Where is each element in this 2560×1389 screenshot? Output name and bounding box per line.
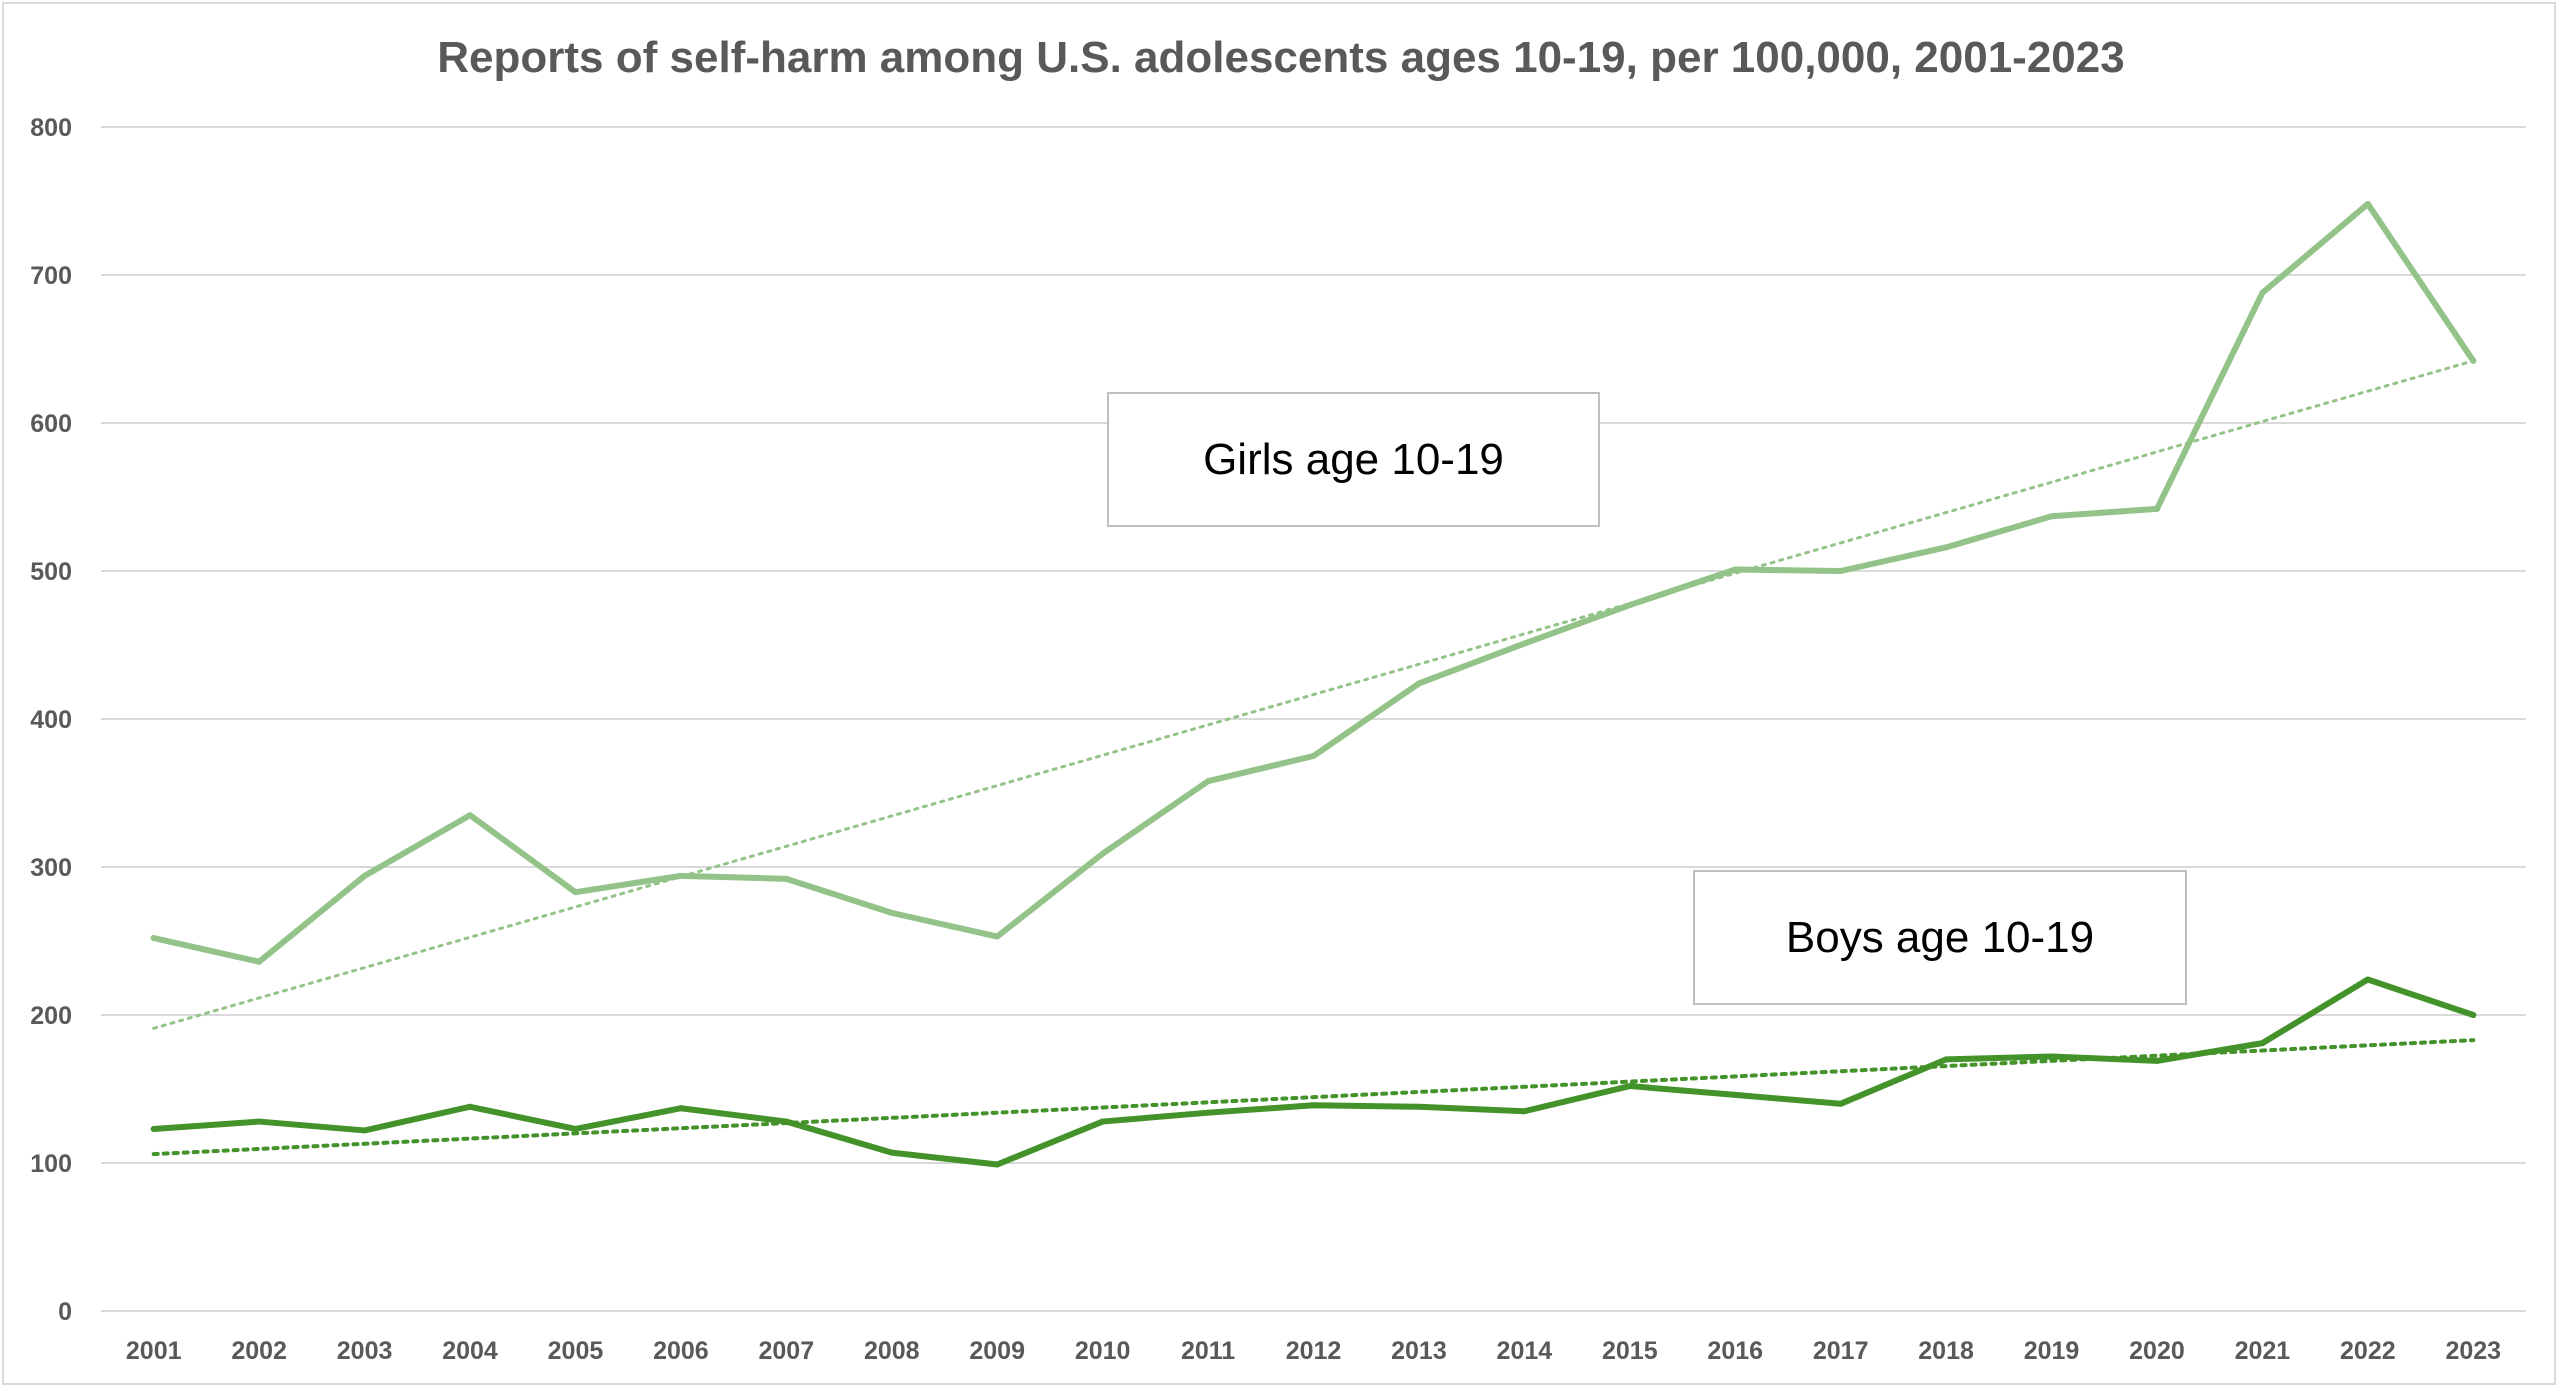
- data-point-boys: [1205, 1109, 1212, 1116]
- data-point-boys: [994, 1161, 1001, 1168]
- x-tick-label: 2016: [1707, 1337, 1763, 1365]
- y-tick-label: 500: [30, 558, 72, 586]
- data-point-boys: [677, 1105, 684, 1112]
- data-point-boys: [2153, 1057, 2160, 1064]
- data-point-girls: [1099, 850, 1106, 857]
- x-tick-label: 2023: [2445, 1337, 2501, 1365]
- annotation-boys-text: Boys age 10-19: [1785, 912, 2095, 962]
- data-point-girls: [361, 872, 368, 879]
- data-point-boys: [783, 1118, 790, 1125]
- series-line-girls: [150, 200, 2477, 965]
- data-point-boys: [1099, 1118, 1106, 1125]
- data-point-girls: [572, 889, 579, 896]
- y-tick-label: 200: [30, 1002, 72, 1030]
- data-point-girls: [150, 935, 157, 942]
- data-point-girls: [2153, 505, 2160, 512]
- data-point-boys: [1310, 1102, 1317, 1109]
- data-point-boys: [2470, 1012, 2477, 1018]
- data-point-boys: [150, 1125, 157, 1132]
- data-point-boys: [2048, 1053, 2055, 1060]
- x-tick-label: 2009: [969, 1337, 1025, 1365]
- x-tick-label: 2008: [864, 1337, 920, 1365]
- x-tick-label: 2018: [1918, 1337, 1974, 1365]
- data-point-girls: [2364, 200, 2371, 207]
- data-point-girls: [2470, 357, 2477, 364]
- annotation-boys: Boys age 10-19: [1693, 870, 2187, 1005]
- data-point-girls: [256, 958, 263, 965]
- data-point-girls: [783, 875, 790, 882]
- x-tick-label: 2022: [2340, 1337, 2396, 1365]
- x-tick-label: 2017: [1813, 1337, 1869, 1365]
- data-point-girls: [888, 909, 895, 916]
- data-point-girls: [1626, 602, 1633, 609]
- data-point-girls: [2048, 513, 2055, 520]
- data-point-girls: [2259, 289, 2266, 296]
- data-point-girls: [1205, 778, 1212, 785]
- data-point-boys: [1943, 1056, 1950, 1063]
- x-tick-label: 2005: [548, 1337, 604, 1365]
- x-tick-label: 2002: [231, 1337, 287, 1365]
- data-point-boys: [1626, 1083, 1633, 1090]
- data-point-boys: [888, 1149, 895, 1156]
- annotation-girls-text: Girls age 10-19: [1203, 434, 1504, 484]
- x-tick-label: 2013: [1391, 1337, 1447, 1365]
- data-point-boys: [2259, 1040, 2266, 1047]
- data-point-boys: [1837, 1100, 1844, 1107]
- data-point-girls: [677, 872, 684, 879]
- data-point-girls: [1837, 568, 1844, 574]
- data-point-boys: [2364, 976, 2371, 983]
- y-tick-label: 400: [30, 706, 72, 734]
- x-tick-label: 2012: [1286, 1337, 1342, 1365]
- data-point-boys: [1521, 1108, 1528, 1115]
- data-point-girls: [1521, 640, 1528, 647]
- data-point-boys: [467, 1103, 474, 1110]
- x-tick-label: 2019: [2024, 1337, 2080, 1365]
- y-tick-label: 700: [30, 262, 72, 290]
- y-tick-label: 100: [30, 1150, 72, 1178]
- y-tick-label: 300: [30, 854, 72, 882]
- data-point-boys: [1415, 1103, 1422, 1110]
- annotation-girls: Girls age 10-19: [1107, 392, 1600, 527]
- x-tick-label: 2011: [1181, 1337, 1235, 1365]
- data-point-girls: [1415, 680, 1422, 687]
- y-tick-label: 600: [30, 410, 72, 438]
- x-tick-label: 2014: [1497, 1337, 1553, 1365]
- data-point-girls: [1310, 753, 1317, 759]
- chart-title: Reports of self-harm among U.S. adolesce…: [437, 33, 2124, 82]
- x-tick-label: 2021: [2235, 1337, 2291, 1365]
- y-tick-label: 800: [30, 114, 72, 142]
- x-tick-label: 2003: [337, 1337, 393, 1365]
- x-tick-label: 2001: [126, 1337, 182, 1365]
- data-point-boys: [572, 1125, 579, 1132]
- x-tick-label: 2006: [653, 1337, 709, 1365]
- x-tick-label: 2007: [759, 1337, 815, 1365]
- trendline-girls: [152, 359, 2475, 1030]
- data-point-boys: [1732, 1091, 1739, 1098]
- x-tick-label: 2015: [1602, 1337, 1658, 1365]
- x-tick-label: 2010: [1075, 1337, 1131, 1365]
- data-point-girls: [1943, 544, 1950, 551]
- data-point-girls: [1732, 566, 1739, 573]
- y-tick-label: 0: [58, 1298, 72, 1326]
- data-point-boys: [361, 1127, 368, 1134]
- data-point-boys: [256, 1118, 263, 1125]
- x-tick-label: 2020: [2129, 1337, 2185, 1365]
- x-tick-label: 2004: [442, 1337, 498, 1365]
- data-point-girls: [467, 812, 474, 819]
- data-point-girls: [994, 933, 1001, 940]
